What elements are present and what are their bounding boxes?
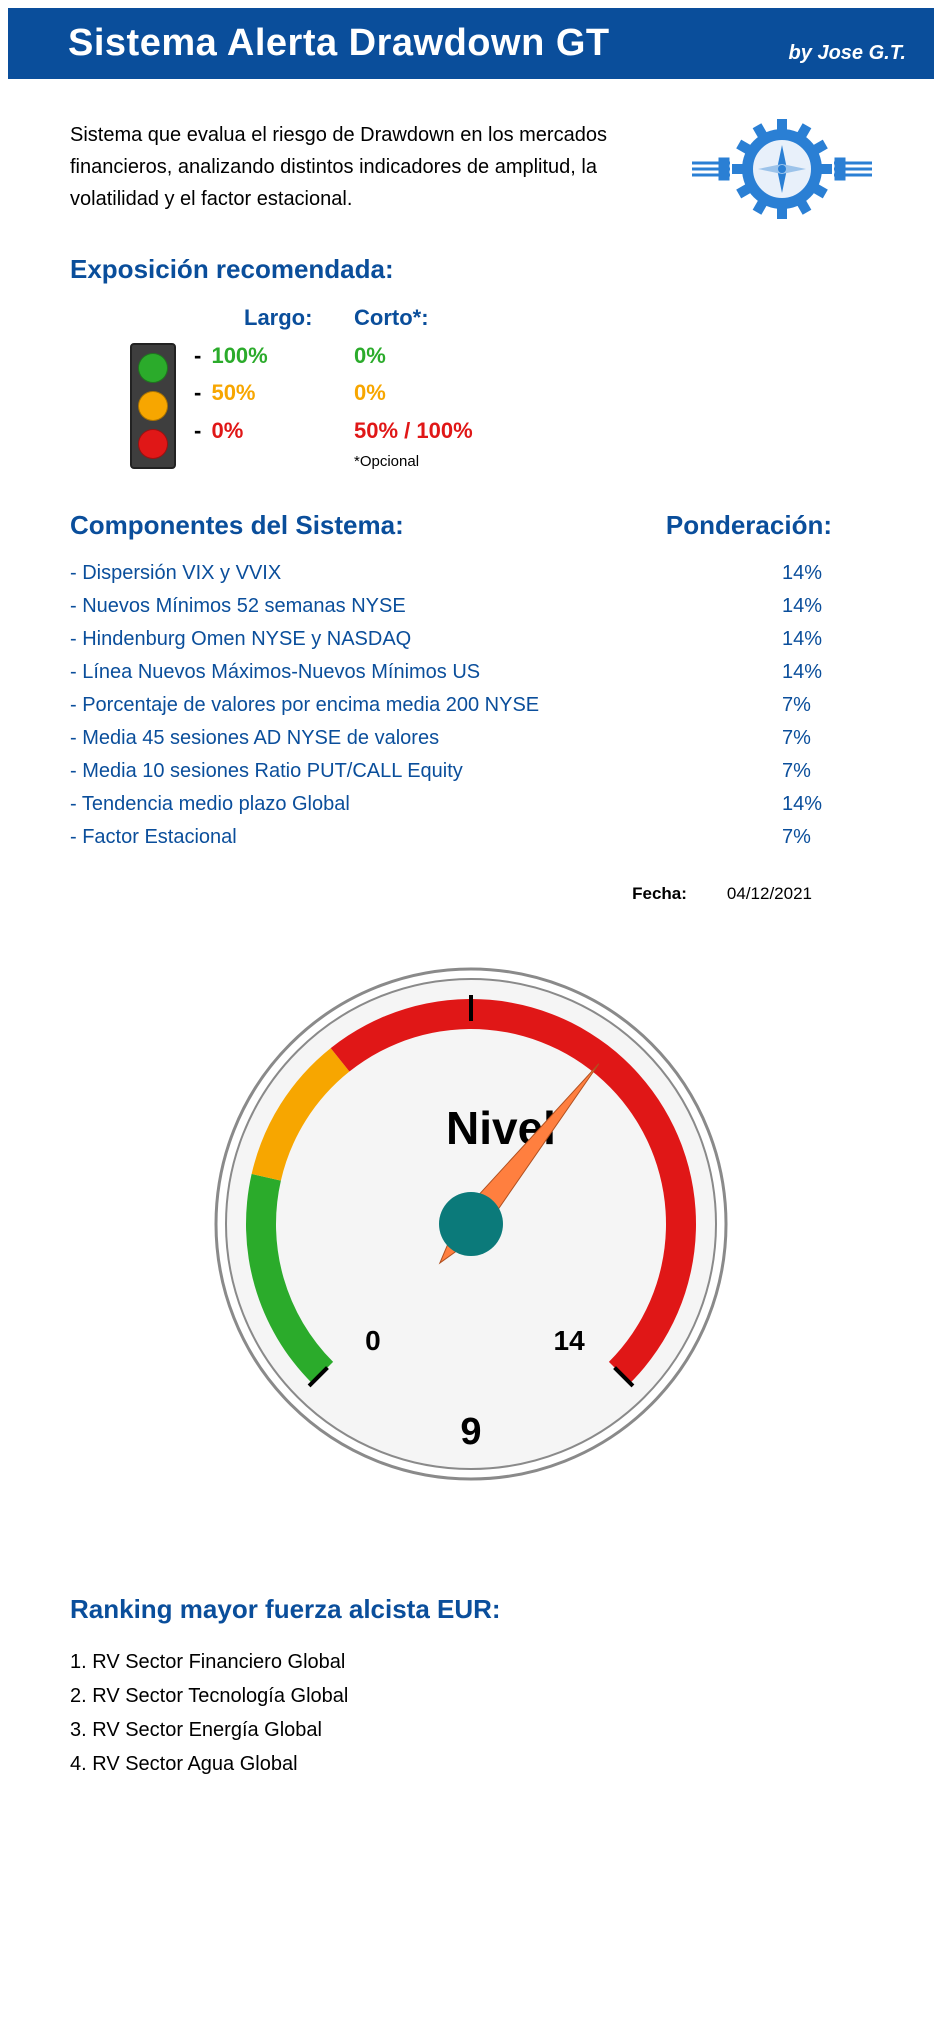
component-row: - Línea Nuevos Máximos-Nuevos Mínimos US… [70, 656, 872, 689]
ranking-item: 4. RV Sector Agua Global [70, 1747, 872, 1781]
component-row: - Media 10 sesiones Ratio PUT/CALL Equit… [70, 755, 872, 788]
components-title: Componentes del Sistema: [70, 510, 404, 541]
date-row: Fecha: 04/12/2021 [70, 884, 812, 904]
component-row: - Hindenburg Omen NYSE y NASDAQ14% [70, 623, 872, 656]
component-row: - Tendencia medio plazo Global14% [70, 788, 872, 821]
exposure-block: Largo: Corto*: - 100%0%- 50%0%- 0%50% / … [130, 305, 872, 470]
exposure-header-long: Largo: [194, 305, 354, 331]
weight-title: Ponderación: [666, 510, 832, 541]
header-banner: Sistema Alerta Drawdown GT by Jose G.T. [8, 8, 934, 79]
ranking-title: Ranking mayor fuerza alcista EUR: [70, 1594, 872, 1625]
traffic-red-icon [138, 429, 168, 459]
exposure-title: Exposición recomendada: [70, 254, 872, 285]
svg-text:14: 14 [554, 1325, 586, 1356]
gear-compass-icon [692, 119, 872, 224]
page-title: Sistema Alerta Drawdown GT [68, 22, 610, 65]
ranking-item: 2. RV Sector Tecnología Global [70, 1679, 872, 1713]
intro-text: Sistema que evalua el riesgo de Drawdown… [70, 119, 672, 215]
ranking-item: 3. RV Sector Energía Global [70, 1713, 872, 1747]
svg-text:0: 0 [365, 1325, 381, 1356]
author-label: by Jose G.T. [789, 42, 906, 65]
component-row: - Media 45 sesiones AD NYSE de valores7% [70, 722, 872, 755]
traffic-light-icon [130, 343, 176, 469]
component-row: - Factor Estacional7% [70, 821, 872, 854]
component-row: - Dispersión VIX y VVIX14% [70, 557, 872, 590]
gauge-chart: 014Nivel9 [70, 934, 872, 1514]
traffic-amber-icon [138, 391, 168, 421]
date-label: Fecha: [632, 884, 687, 904]
components-header-row: Componentes del Sistema: Ponderación: [70, 510, 872, 541]
exposure-row: - 50%0% [194, 374, 554, 411]
main-content: Sistema que evalua el riesgo de Drawdown… [0, 79, 942, 1821]
component-row: - Nuevos Mínimos 52 semanas NYSE14% [70, 590, 872, 623]
exposure-footnote: *Opcional [354, 453, 554, 470]
ranking-item: 1. RV Sector Financiero Global [70, 1645, 872, 1679]
exposure-table: Largo: Corto*: - 100%0%- 50%0%- 0%50% / … [194, 305, 554, 470]
svg-text:9: 9 [460, 1411, 481, 1453]
traffic-green-icon [138, 353, 168, 383]
exposure-row: - 0%50% / 100% [194, 412, 554, 449]
date-value: 04/12/2021 [727, 884, 812, 904]
exposure-row: - 100%0% [194, 337, 554, 374]
component-row: - Porcentaje de valores por encima media… [70, 689, 872, 722]
intro-row: Sistema que evalua el riesgo de Drawdown… [70, 119, 872, 224]
components-list: - Dispersión VIX y VVIX14%- Nuevos Mínim… [70, 557, 872, 854]
exposure-header-short: Corto*: [354, 305, 514, 331]
ranking-list: 1. RV Sector Financiero Global2. RV Sect… [70, 1645, 872, 1781]
